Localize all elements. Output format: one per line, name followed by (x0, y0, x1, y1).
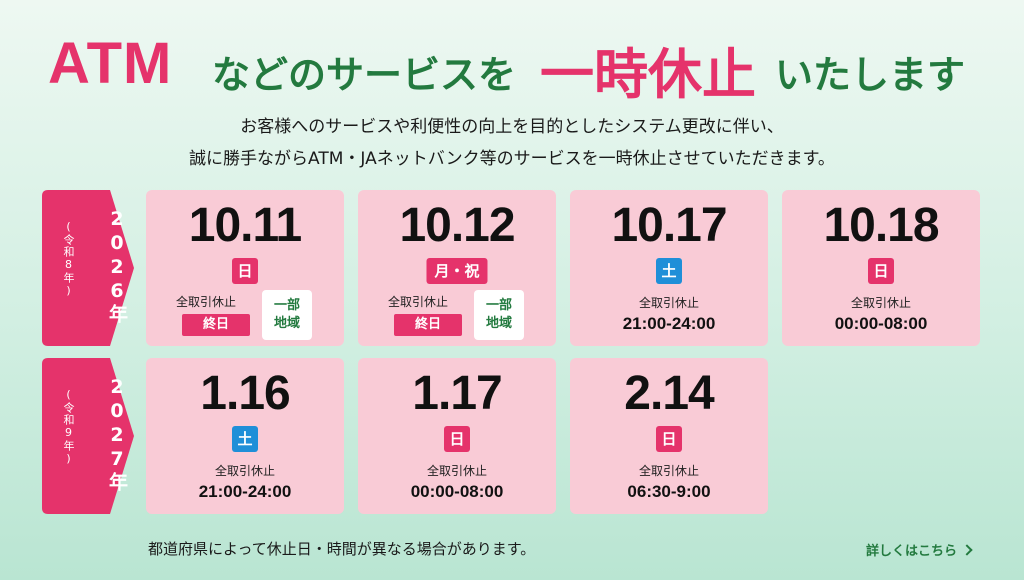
headline-atm: ATM (48, 31, 173, 96)
card-status: 全取引休止 (176, 295, 237, 309)
schedule-card-1012: 10.12 月・祝 全取引休止 終日 一部 地域 (358, 190, 556, 346)
era-label: (令和9年) (62, 388, 75, 466)
card-date: 1.17 (412, 367, 502, 420)
headline-closing: いたします (775, 53, 966, 97)
chevron-right-icon (961, 543, 973, 556)
partial-region-badge: 一部 地域 (474, 290, 524, 340)
card-status: 全取引休止 (638, 464, 699, 478)
partial-line2: 地域 (485, 316, 512, 331)
year-tab-2026: 2026年 (令和8年) (42, 190, 134, 346)
card-status: 全取引休止 (850, 296, 911, 310)
card-date: 10.12 (399, 199, 515, 252)
partial-line1: 一部 (485, 298, 512, 313)
card-date: 10.11 (188, 199, 302, 252)
year-label: 2027年 (106, 376, 128, 493)
day-badge: 日 (656, 426, 682, 452)
day-badge: 日 (868, 258, 894, 284)
card-time: 06:30-9:00 (627, 482, 711, 501)
partial-line2: 地域 (273, 316, 300, 331)
day-badge: 月・祝 (426, 258, 488, 284)
schedule-card-1018: 10.18 日 全取引休止 00:00-08:00 (782, 190, 980, 346)
subtitle-line1: お客様へのサービスや利便性の向上を目的としたシステム更改に伴い、 (240, 117, 784, 137)
card-status: 全取引休止 (426, 464, 487, 478)
year-tab-arrow-shape (42, 190, 134, 346)
card-time: 00:00-08:00 (410, 482, 504, 501)
headline-services: などのサービスを (212, 53, 517, 97)
card-date: 10.17 (611, 199, 727, 252)
year-tab-2027: 2027年 (令和9年) (42, 358, 134, 514)
card-time: 21:00-24:00 (198, 482, 292, 501)
all-day-badge: 終日 (182, 314, 250, 336)
schedule-card-1011: 10.11 日 全取引休止 終日 一部 地域 (146, 190, 344, 346)
card-date: 1.16 (200, 367, 290, 420)
details-link-label[interactable]: 詳しくはこちら (866, 544, 958, 559)
day-badge: 土 (656, 258, 682, 284)
year-tab-arrow-shape (42, 358, 134, 514)
schedule-card-116: 1.16 土 全取引休止 21:00-24:00 (146, 358, 344, 514)
card-time: 00:00-08:00 (834, 314, 928, 333)
day-badge: 日 (232, 258, 258, 284)
headline: ATM などのサービスを 一時休止 いたします (0, 28, 1024, 106)
schedule-card-214: 2.14 日 全取引休止 06:30-9:00 (570, 358, 768, 514)
year-label: 2026年 (106, 208, 128, 325)
all-day-badge: 終日 (394, 314, 462, 336)
era-label: (令和8年) (62, 220, 75, 298)
schedule-card-1017: 10.17 土 全取引休止 21:00-24:00 (570, 190, 768, 346)
card-status: 全取引休止 (388, 295, 449, 309)
schedule-card-117: 1.17 日 全取引休止 00:00-08:00 (358, 358, 556, 514)
card-status: 全取引休止 (638, 296, 699, 310)
day-badge: 日 (444, 426, 470, 452)
footer-note: 都道府県によって休止日・時間が異なる場合があります。 (148, 540, 536, 558)
partial-line1: 一部 (273, 298, 300, 313)
card-date: 2.14 (624, 367, 714, 420)
card-date: 10.18 (823, 199, 939, 252)
partial-region-badge: 一部 地域 (262, 290, 312, 340)
details-link[interactable]: 詳しくはこちら (866, 540, 973, 559)
year-label-text: 2027年 (106, 376, 128, 493)
headline-suspension: 一時休止 (540, 43, 756, 106)
card-status: 全取引休止 (214, 464, 275, 478)
year-label-text: 2026年 (106, 208, 128, 325)
day-badge: 土 (232, 426, 258, 452)
card-time: 21:00-24:00 (622, 314, 716, 333)
subtitle-line2: 誠に勝手ながらATM・JAネットバンク等のサービスを一時休止させていただきます。 (189, 149, 835, 169)
